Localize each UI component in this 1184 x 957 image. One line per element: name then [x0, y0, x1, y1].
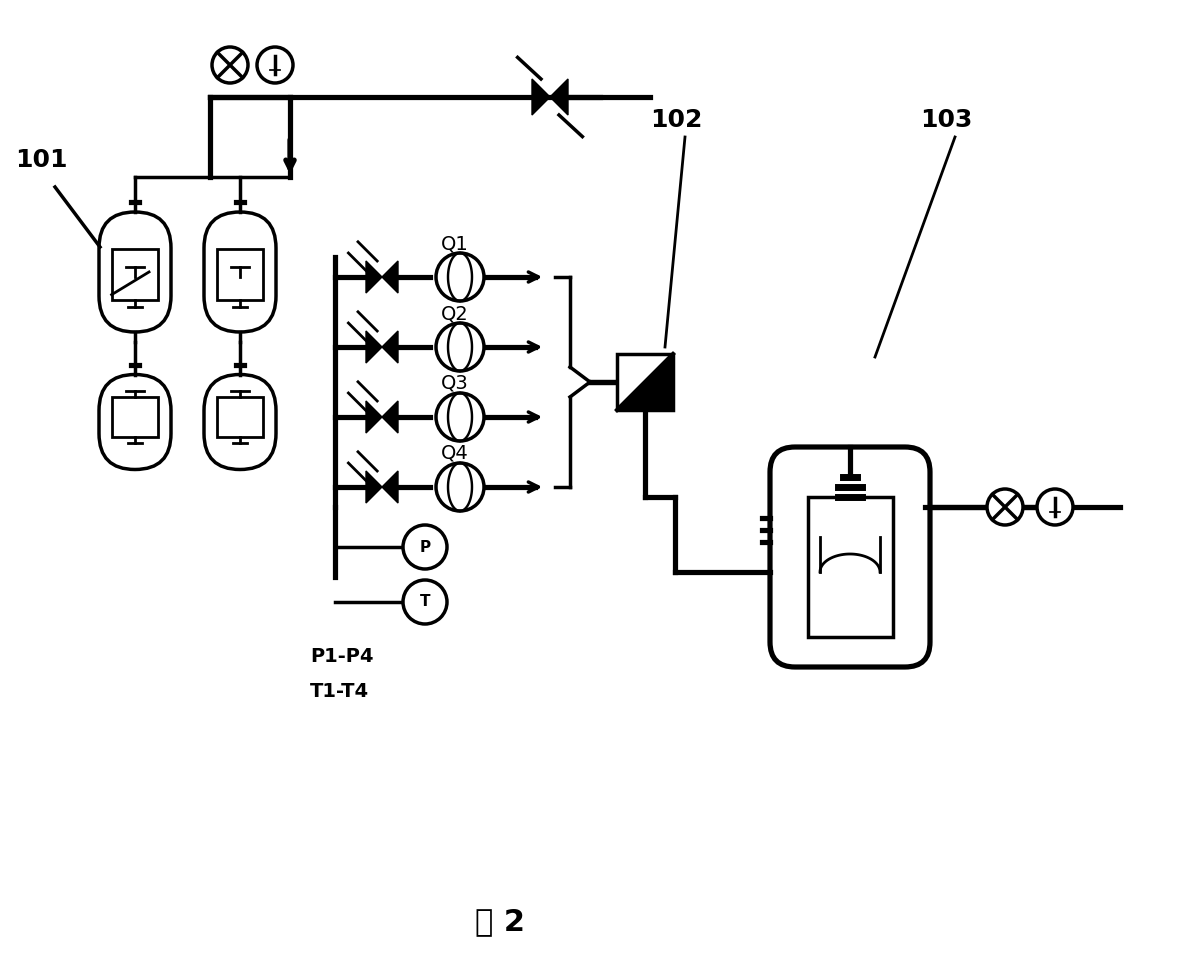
Circle shape [257, 47, 292, 83]
FancyBboxPatch shape [99, 374, 170, 470]
Bar [807, 497, 893, 637]
Bar [111, 397, 159, 437]
Text: P1-P4: P1-P4 [310, 647, 373, 666]
Text: Q4: Q4 [442, 444, 469, 463]
FancyBboxPatch shape [99, 212, 170, 332]
Polygon shape [382, 471, 398, 503]
Text: T1-T4: T1-T4 [310, 682, 369, 701]
Circle shape [436, 393, 484, 441]
Text: 103: 103 [920, 108, 972, 132]
Text: T: T [420, 594, 430, 610]
Bar [217, 250, 263, 300]
Polygon shape [382, 261, 398, 293]
Circle shape [436, 463, 484, 511]
FancyBboxPatch shape [204, 212, 276, 332]
Text: Q3: Q3 [442, 374, 469, 393]
Polygon shape [366, 261, 382, 293]
Bar [217, 397, 263, 437]
Text: Q2: Q2 [442, 304, 469, 323]
FancyBboxPatch shape [204, 374, 276, 470]
Circle shape [403, 580, 448, 624]
Circle shape [987, 489, 1023, 525]
Polygon shape [532, 79, 551, 115]
Polygon shape [382, 331, 398, 363]
Circle shape [436, 253, 484, 301]
Text: Q1: Q1 [442, 234, 469, 253]
Polygon shape [366, 331, 382, 363]
Text: P: P [419, 540, 431, 554]
Bar [111, 250, 159, 300]
Bar [617, 354, 673, 410]
Text: 101: 101 [15, 148, 67, 172]
Polygon shape [366, 401, 382, 433]
FancyBboxPatch shape [770, 447, 929, 667]
Polygon shape [366, 471, 382, 503]
Circle shape [212, 47, 247, 83]
Text: 102: 102 [650, 108, 702, 132]
Circle shape [436, 323, 484, 371]
Polygon shape [617, 354, 673, 410]
Text: 图 2: 图 2 [475, 907, 525, 937]
Polygon shape [551, 79, 568, 115]
Polygon shape [382, 401, 398, 433]
Circle shape [1037, 489, 1073, 525]
Circle shape [403, 525, 448, 569]
